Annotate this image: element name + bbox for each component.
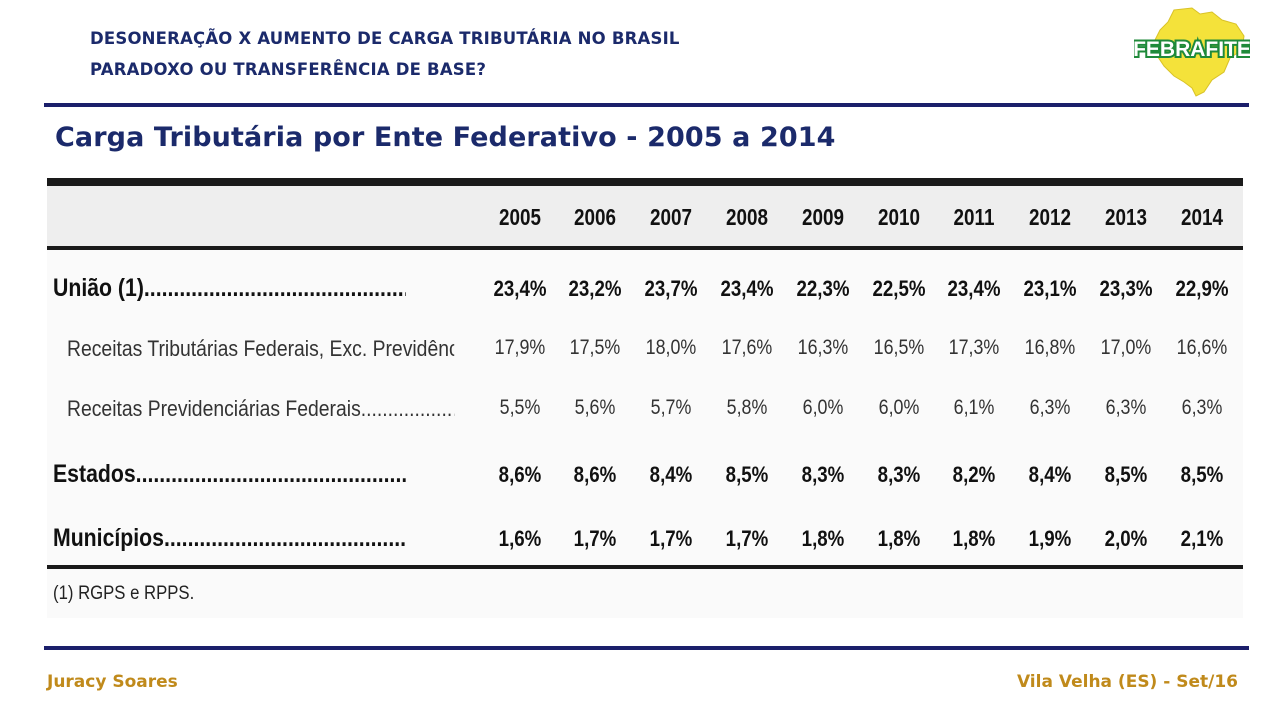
footer-location-date: Vila Velha (ES) - Set/16 [1016,672,1238,692]
table-cell: 22,3% [796,276,850,301]
table-cell: 8,4% [1028,462,1072,487]
header-title-line1: DESONERAÇÃO X AUMENTO DE CARGA TRIBUTÁRI… [90,29,680,48]
table-cell: 18,0% [645,336,697,359]
table-cell: 8,5% [1180,462,1224,487]
footer-author: Juracy Soares [47,672,178,692]
table-cell: 5,5% [499,396,541,419]
year-header-9: 2014 [1181,204,1223,230]
table-cell: 22,9% [1175,276,1229,301]
tax-burden-table: 2005 2006 2007 2008 2009 2010 2011 2012 2013 2014… [47,178,1243,618]
table-cell: 23,4% [720,276,774,301]
table-cell: 6,0% [802,396,844,419]
table-cell: 8,6% [498,462,542,487]
table-top-border [47,178,1243,186]
table-cell: 23,1% [1023,276,1077,301]
table-cell: 23,4% [493,276,547,301]
year-header-4: 2009 [802,204,844,230]
header-divider [44,103,1249,107]
table-cell: 6,3% [1029,396,1071,419]
table-cell: 1,7% [573,526,617,551]
table-cell: 16,3% [797,336,849,359]
table-cell: 16,5% [873,336,925,359]
table-cell: 23,2% [568,276,622,301]
table-cell: 8,3% [877,462,921,487]
table-cell: 6,3% [1105,396,1147,419]
year-header-2: 2007 [650,204,692,230]
table-cell: 8,6% [573,462,617,487]
year-header-1: 2006 [574,204,616,230]
table-cell: 8,2% [952,462,996,487]
year-header-0: 2005 [499,204,541,230]
febrafite-logo: FEBRAFITE [1134,7,1250,97]
table-cell: 8,5% [725,462,769,487]
brazil-map-icon [1153,7,1245,97]
row-label: Municípios..............................… [53,524,406,552]
table-cell: 1,8% [952,526,996,551]
table-cell: 1,7% [649,526,693,551]
logo-text: FEBRAFITE [1134,38,1250,61]
table-cell: 6,0% [878,396,920,419]
slide-title: Carga Tributária por Ente Federativo - 2… [55,122,836,153]
year-header-3: 2008 [726,204,768,230]
table-cell: 5,8% [726,396,768,419]
table-cell: 17,5% [569,336,621,359]
table-cell: 1,7% [725,526,769,551]
table-cell: 8,4% [649,462,693,487]
table-header-border [47,246,1243,250]
year-header-8: 2013 [1105,204,1147,230]
table-cell: 5,7% [650,396,692,419]
table-cell: 8,5% [1104,462,1148,487]
table-header-band [47,186,1243,246]
row-label: Estados.................................… [53,460,406,488]
year-header-7: 2012 [1029,204,1071,230]
year-header-6: 2011 [953,204,995,230]
table-cell: 23,4% [947,276,1001,301]
row-label: Receitas Tributárias Federais, Exc. Prev… [67,336,455,361]
table-cell: 23,3% [1099,276,1153,301]
year-header-5: 2010 [878,204,920,230]
table-cell: 17,0% [1100,336,1152,359]
table-footnote: (1) RGPS e RPPS. [53,583,195,604]
table-cell: 2,1% [1180,526,1224,551]
table-cell: 23,7% [644,276,698,301]
table-cell: 1,8% [877,526,921,551]
footer-divider [44,646,1249,650]
table-cell: 6,1% [953,396,995,419]
row-label: Receitas Previdenciárias Federais.......… [67,396,454,421]
table-cell: 1,8% [801,526,845,551]
table-cell: 8,3% [801,462,845,487]
table-cell: 1,9% [1028,526,1072,551]
table-cell: 16,8% [1024,336,1076,359]
table-cell: 17,9% [494,336,546,359]
table-cell: 22,5% [872,276,926,301]
row-label: União (1)...............................… [53,274,406,302]
header-title-line2: PARADOXO OU TRANSFERÊNCIA DE BASE? [90,60,487,79]
table-cell: 16,6% [1176,336,1228,359]
table-cell: 1,6% [498,526,542,551]
table-cell: 5,6% [574,396,616,419]
table-cell: 6,3% [1181,396,1223,419]
table-cell: 17,6% [721,336,773,359]
table-cell: 2,0% [1104,526,1148,551]
table-bottom-border [47,565,1243,569]
table-cell: 17,3% [948,336,1000,359]
